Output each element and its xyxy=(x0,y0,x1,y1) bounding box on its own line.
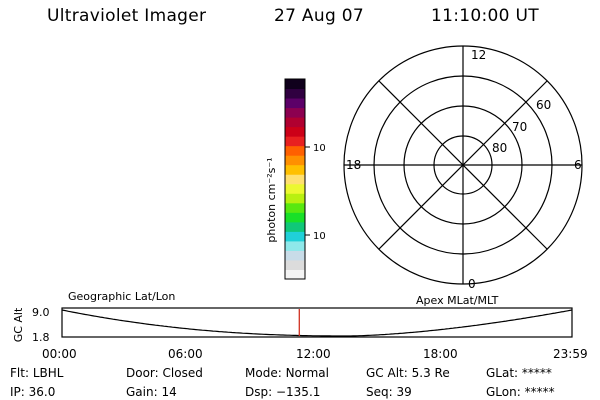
colorbar-cells xyxy=(285,79,305,280)
colorbar-tick-label-10: 10 xyxy=(313,231,325,242)
colorbar-cell xyxy=(285,145,305,156)
colorbar-cell xyxy=(285,193,305,204)
x-tick-0600: 06:00 xyxy=(168,347,203,361)
colorbar-cell xyxy=(285,250,305,261)
gc-alt-value: 5.3 Re xyxy=(411,366,450,380)
mode-value: Normal xyxy=(285,366,329,380)
colorbar-cell xyxy=(285,269,305,280)
colorbar-cell xyxy=(285,107,305,118)
colorbar-cell xyxy=(285,79,305,90)
ip-value: 36.0 xyxy=(28,385,56,399)
polar-grid: 12 18 6 0 60 70 80 xyxy=(343,45,583,290)
colorbar-cell xyxy=(285,183,305,194)
status-gc-alt: GC Alt: 5.3 Re xyxy=(366,366,450,380)
status-dsp: Dsp: −135.1 xyxy=(245,385,321,399)
altitude-track: Geographic Lat/Lon Apex MLat/MLT GC Alt … xyxy=(12,292,588,361)
colorbar-cell xyxy=(285,98,305,109)
colorbar-cell xyxy=(285,88,305,99)
status-glat: GLat: ***** xyxy=(486,366,552,380)
gain-value: 14 xyxy=(161,385,177,399)
apex-label: Apex MLat/MLT xyxy=(416,294,499,307)
status-mode: Mode: Normal xyxy=(245,366,329,380)
dsp-value: −135.1 xyxy=(275,385,321,399)
polar-diagonal-2 xyxy=(378,80,548,250)
colorbar-cell xyxy=(285,136,305,147)
date-label: 27 Aug 07 xyxy=(274,6,364,26)
colorbar-svg: 100 10 photon cm⁻²s⁻¹ xyxy=(265,78,325,280)
x-tick-1200: 12:00 xyxy=(296,347,331,361)
time-label: 11:10:00 UT xyxy=(431,6,539,26)
colorbar-cell xyxy=(285,164,305,175)
colorbar-cell xyxy=(285,202,305,213)
mlt-label-0: 0 xyxy=(468,277,476,290)
y-tick-1-8: 1.8 xyxy=(32,331,50,344)
instrument-title: Ultraviolet Imager xyxy=(47,6,207,26)
flt-value: LBHL xyxy=(32,366,64,380)
mlt-label-18: 18 xyxy=(346,158,361,172)
altitude-curve xyxy=(61,309,573,337)
x-tick-2359: 23:59 xyxy=(553,347,588,361)
colorbar-cell xyxy=(285,126,305,137)
colorbar-cell xyxy=(285,174,305,185)
lat-label-70: 70 xyxy=(512,120,527,134)
glat-value: ***** xyxy=(521,366,552,380)
glon-value: ***** xyxy=(524,385,555,399)
colorbar-cell xyxy=(285,117,305,128)
y-tick-9: 9.0 xyxy=(32,306,50,319)
colorbar-units-label: photon cm⁻²s⁻¹ xyxy=(265,157,278,242)
colorbar-cell xyxy=(285,221,305,232)
status-ip: IP: 36.0 xyxy=(10,385,56,399)
lat-lon-left-label: Geographic Lat/Lon xyxy=(68,292,175,303)
x-tick-0000: 00:00 xyxy=(42,347,77,361)
gc-alt-axis-label: GC Alt xyxy=(12,307,25,342)
track-frame xyxy=(61,307,573,338)
status-flt: Flt: LBHL xyxy=(10,366,64,380)
lat-label-80: 80 xyxy=(492,141,507,155)
lat-label-60: 60 xyxy=(536,98,551,112)
status-gain: Gain: 14 xyxy=(126,385,177,399)
mlt-label-6: 6 xyxy=(574,158,582,172)
door-value: Closed xyxy=(162,366,203,380)
colorbar-tick-label-100: 100 xyxy=(313,143,325,154)
colorbar-cell xyxy=(285,259,305,270)
colorbar-cell xyxy=(285,212,305,223)
colorbar-cell xyxy=(285,240,305,251)
mlt-label-12: 12 xyxy=(471,48,486,62)
status-door: Door: Closed xyxy=(126,366,203,380)
colorbar-cell xyxy=(285,231,305,242)
x-tick-1800: 18:00 xyxy=(423,347,458,361)
status-glon: GLon: ***** xyxy=(486,385,555,399)
status-seq: Seq: 39 xyxy=(366,385,412,399)
colorbar-frame xyxy=(284,78,306,280)
seq-value: 39 xyxy=(396,385,412,399)
colorbar-cell xyxy=(285,155,305,166)
